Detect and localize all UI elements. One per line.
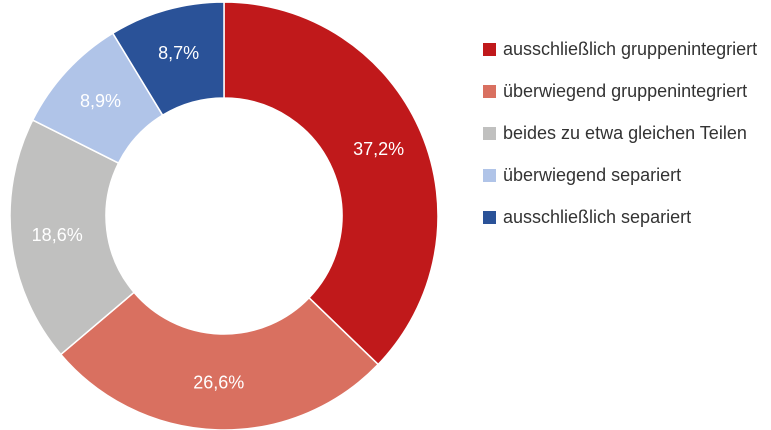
legend-item: überwiegend gruppenintegriert [483,80,767,103]
data-label: 8,7% [158,43,199,63]
legend-label: ausschließlich gruppenintegriert [503,39,758,59]
legend-swatch [483,43,496,56]
legend-label: überwiegend separiert [503,165,682,185]
legend-item: ausschließlich gruppenintegriert [483,38,767,61]
data-label: 18,6% [32,225,83,245]
slice [111,1,225,117]
slice [223,1,439,366]
data-label: 37,2% [353,139,404,159]
data-label: 26,6% [193,373,244,393]
legend-swatch [483,211,496,224]
slice [59,291,380,430]
legend-item: überwiegend separiert [483,164,767,187]
legend-label: ausschließlich separiert [503,207,692,227]
legend-swatch [483,169,496,182]
legend-swatch [483,127,496,140]
legend-label: überwiegend gruppenintegriert [503,81,748,101]
legend-swatch [483,85,496,98]
data-label: 8,9% [80,91,121,111]
legend-label: beides zu etwa gleichen Teilen [503,123,747,143]
slice [9,119,136,356]
legend-item: ausschließlich separiert [483,206,767,229]
legend: ausschließlich gruppenintegriert überwieg… [483,38,767,229]
legend-item: beides zu etwa gleichen Teilen [483,122,767,145]
